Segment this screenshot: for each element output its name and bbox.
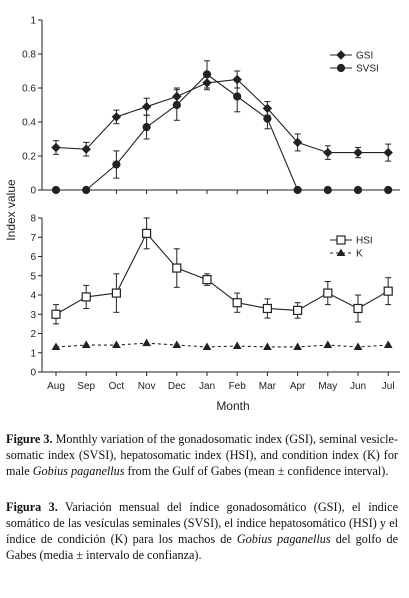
x-tick-label: Jun <box>350 381 366 392</box>
caption-text-spanish-1: Variación mensual del índice gonadosomát… <box>6 500 398 546</box>
data-point-svsi <box>353 185 363 195</box>
x-tick-label: Nov <box>138 381 156 392</box>
data-point-svsi <box>142 123 151 132</box>
data-point-svsi <box>263 114 272 123</box>
data-point-k <box>353 342 363 350</box>
y-tick-label: 3 <box>30 310 36 321</box>
data-point-hsi <box>81 292 91 302</box>
data-point-gsi <box>323 147 333 158</box>
data-point-hsi <box>323 288 333 298</box>
figure-caption-spanish: Figura 3. Variación mensual del índice g… <box>6 499 398 563</box>
data-point-k <box>383 340 393 349</box>
chart-figure: 0 0.2 0.4 0.6 0.8 1 GSI SVSI 0 1 2 3 4 5 6 7 8 Aug Sep Oct… <box>4 16 400 413</box>
data-point-hsi <box>293 305 303 315</box>
y-tick-label: 4 <box>30 291 36 302</box>
series-line-hsi <box>55 232 389 315</box>
caption-text-english-2: from the Gulf of Gabes (mean ± confidenc… <box>124 464 389 478</box>
data-point-k <box>51 342 61 350</box>
caption-label-spanish: Figura 3. <box>6 500 58 514</box>
data-point-k <box>232 341 242 350</box>
data-point-svsi <box>293 185 302 195</box>
species-name-spanish: Gobius paganellus <box>236 532 331 546</box>
data-point-hsi <box>142 228 152 238</box>
data-point-gsi <box>353 147 363 158</box>
y-tick-label: 2 <box>30 329 36 340</box>
data-point-gsi <box>383 147 393 158</box>
series-line-k <box>55 342 389 348</box>
x-tick-label: May <box>318 381 337 392</box>
y-tick-label: 1 <box>30 16 36 27</box>
data-point-k <box>112 340 121 349</box>
y-tick-label: 6 <box>30 252 36 263</box>
data-point-k <box>323 340 333 349</box>
data-point-k <box>142 338 151 347</box>
legend-label-k: K <box>356 249 363 260</box>
x-tick-label: Aug <box>47 381 65 392</box>
data-point-gsi <box>51 142 61 153</box>
legend-label-svsi: SVSI <box>356 64 379 75</box>
series-line-gsi <box>55 78 389 154</box>
y-tick-label: 0.8 <box>22 50 36 61</box>
x-tick-label: Feb <box>229 381 247 392</box>
data-point-gsi <box>111 112 122 122</box>
legend-marker-k <box>336 248 346 256</box>
figure-caption-english: Figure 3. Monthly variation of the gonad… <box>6 431 398 479</box>
caption-text-spanish-2: del golfo de Gabes (media ± intervalo de… <box>6 532 398 562</box>
data-point-svsi <box>51 185 61 195</box>
y-tick-label: 0.4 <box>22 118 36 129</box>
data-point-hsi <box>383 286 393 296</box>
data-point-k <box>202 342 212 350</box>
data-point-hsi <box>232 298 242 308</box>
data-point-svsi <box>82 185 91 195</box>
legend-marker-gsi <box>336 50 346 60</box>
y-tick-label: 7 <box>30 233 36 244</box>
data-point-svsi <box>384 185 393 195</box>
data-point-gsi <box>292 137 303 148</box>
x-tick-label: Jul <box>382 381 395 392</box>
data-point-svsi <box>323 185 332 195</box>
x-tick-label: Apr <box>290 381 306 392</box>
y-tick-label: 0 <box>30 368 36 379</box>
x-tick-label: Sep <box>77 381 95 392</box>
y-axis-title: Index value <box>4 179 18 241</box>
y-tick-label: 5 <box>30 271 36 282</box>
y-tick-label: 1 <box>30 348 36 359</box>
data-point-svsi <box>202 70 212 79</box>
x-tick-label: Jan <box>199 381 215 392</box>
bottom-panel: 0 1 2 3 4 5 6 7 8 Aug Sep Oct Nov Dec Jan Feb Mar Apr May J… <box>30 214 400 392</box>
data-point-k <box>172 340 182 349</box>
data-point-hsi <box>111 288 122 298</box>
x-tick-label: Oct <box>109 381 125 392</box>
data-point-gsi <box>81 144 91 154</box>
data-point-hsi <box>202 275 212 285</box>
data-point-k <box>263 342 272 350</box>
legend-label-hsi: HSI <box>356 236 373 247</box>
legend-marker-svsi <box>336 63 346 73</box>
data-point-svsi <box>233 92 242 101</box>
y-tick-label: 0.6 <box>22 84 36 95</box>
y-tick-label: 8 <box>30 214 36 225</box>
y-tick-label: 0 <box>30 186 36 197</box>
data-point-k <box>293 342 302 350</box>
x-tick-label: Dec <box>168 381 186 392</box>
data-point-k <box>81 340 91 349</box>
data-point-hsi <box>262 303 272 314</box>
top-panel: 0 0.2 0.4 0.6 0.8 1 GSI SVSI <box>22 16 400 197</box>
y-tick-label: 0.2 <box>22 152 36 163</box>
series-line-svsi <box>56 73 389 191</box>
x-tick-label: Mar <box>259 381 277 392</box>
data-point-svsi <box>172 100 181 110</box>
data-point-svsi <box>112 160 121 169</box>
data-point-hsi <box>172 263 182 273</box>
data-point-hsi <box>51 309 61 319</box>
data-point-gsi <box>141 101 152 112</box>
data-point-hsi <box>353 303 363 314</box>
caption-text-english-1: Monthly variation of the gonadosomatic i… <box>6 432 398 478</box>
x-axis-title: Month <box>216 399 249 413</box>
caption-label-english: Figure 3. <box>6 432 53 446</box>
species-name-english: Gobius paganellus <box>32 464 125 478</box>
legend-marker-hsi <box>336 235 346 245</box>
legend-label-gsi: GSI <box>356 51 373 62</box>
